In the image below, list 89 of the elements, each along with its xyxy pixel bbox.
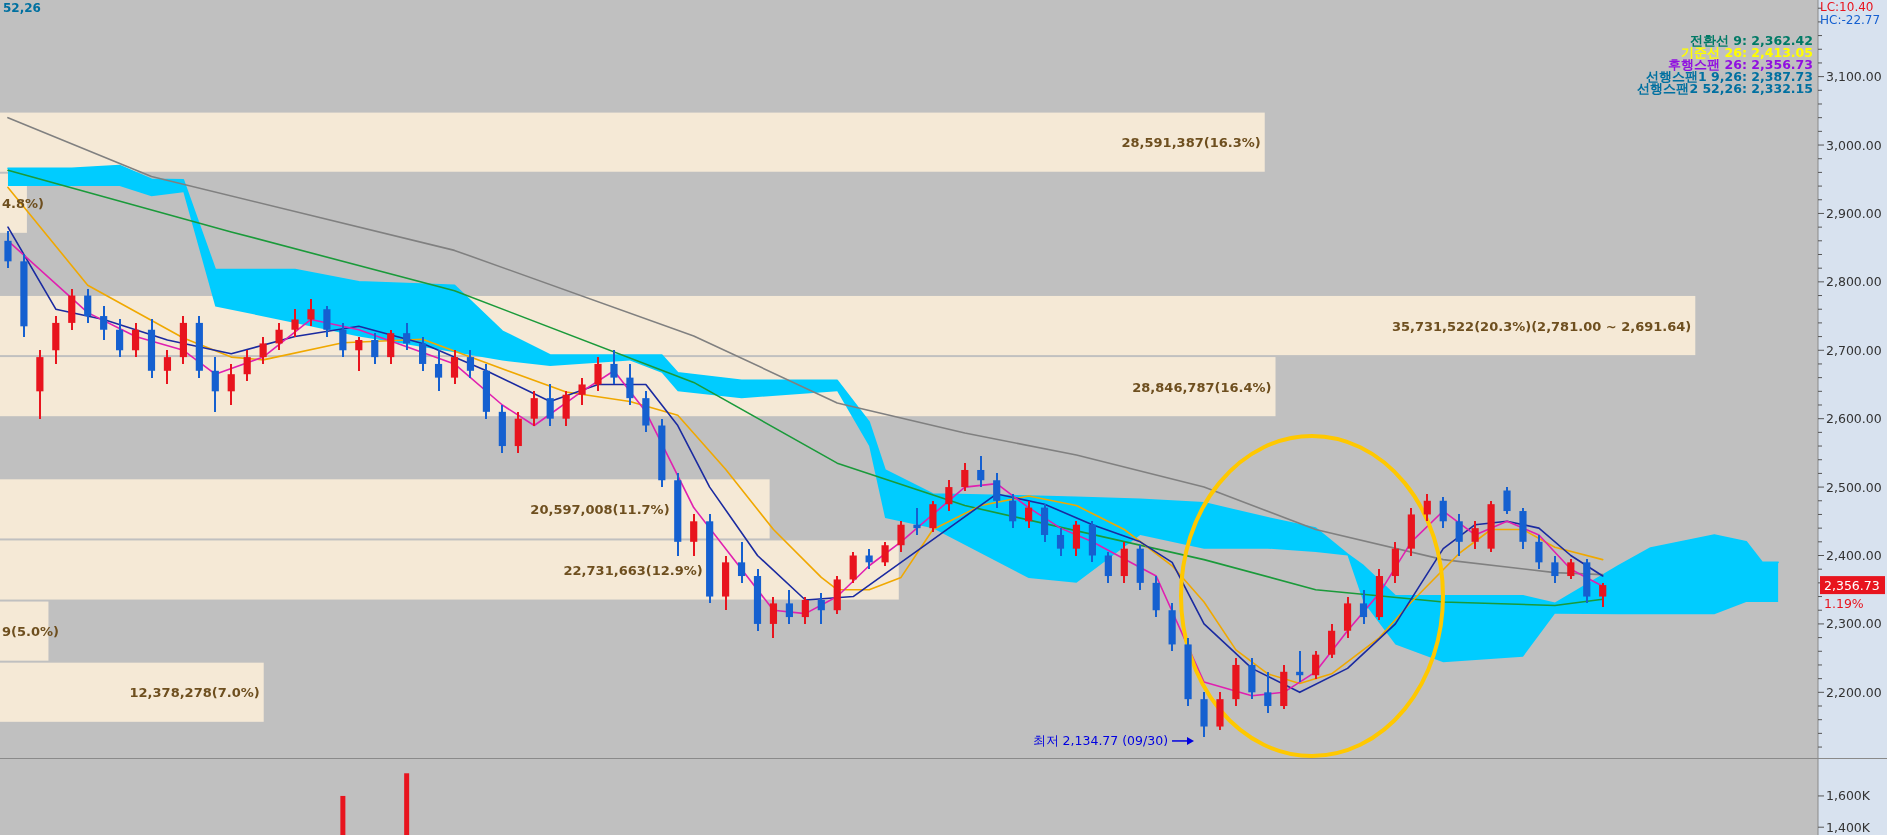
candlestick [131,321,140,359]
candlestick [1328,622,1336,660]
candlestick [1025,499,1033,530]
candlestick [961,462,969,492]
candlestick [1359,588,1368,625]
text: 2,356.73 [1824,578,1880,594]
candlestick [546,383,554,427]
candlestick [881,540,889,567]
text: LC:10.40 [1820,0,1874,14]
candlestick [466,349,475,379]
y-tick-label: 2,900.00 [1826,205,1882,221]
candlestick [929,499,937,533]
candlestick [1535,533,1543,571]
candlestick [530,390,538,427]
y-tick-label: 2,800.00 [1826,274,1882,290]
candlestick [1009,492,1017,530]
data-label: 28,591,387(16.3%) [1121,135,1261,151]
candlestick [610,349,618,386]
candlestick [371,332,379,365]
candlestick [291,308,299,338]
candlestick [339,321,347,359]
candlestick [690,513,698,557]
candlestick [1439,496,1447,530]
annotation: 전환선 9: 2,362.42 [1689,33,1813,48]
candlestick [594,356,602,393]
data-label: 9(5.0%) [2,624,59,640]
y-tick-label: 3,100.00 [1826,69,1882,85]
y-tick-label: 2,700.00 [1826,342,1882,358]
candlestick [307,297,315,328]
y-tick-label: 3,000.00 [1826,137,1882,153]
candlestick [434,349,443,393]
candlestick [993,472,1001,509]
data-label: 12,378,278(7.0%) [129,685,260,701]
candlestick [578,376,586,406]
candlestick [1471,520,1479,550]
candlestick [355,335,363,372]
text: 1.19% [1824,596,1864,612]
y-tick-label: 2,300.00 [1826,616,1882,632]
candlestick [211,356,219,413]
candlestick [403,321,411,352]
candlestick [817,592,825,625]
y-tick-label: 2,200.00 [1826,684,1882,700]
data-label: 20,597,008(11.7%) [530,501,670,517]
candlestick [450,349,459,386]
candlestick [897,520,905,554]
candlestick [626,362,634,406]
candlestick [100,304,108,342]
candlestick [945,479,953,513]
candlestick [227,362,235,406]
candlestick [1599,581,1607,608]
candlestick [1056,527,1065,557]
y-tick-label: 2,600.00 [1826,411,1882,427]
candlestick [1567,557,1575,581]
candlestick [1072,520,1081,557]
candlestick [1423,492,1431,523]
candlestick [1264,670,1272,714]
y-tick-label: 1,400K [1826,819,1871,835]
candlestick [737,540,746,584]
candlestick [1503,486,1511,516]
candlestick [387,328,395,365]
text: HC:-22.77 [1820,13,1881,27]
data-label: 35,731,522(20.3%)(2,781.00 ~ 2,691.64) [1391,318,1692,334]
annotation: 최저 2,134.77 (09/30) [1032,733,1169,749]
candlestick [419,335,427,372]
candlestick [913,506,921,536]
candlestick [243,349,251,383]
candlestick [1551,554,1559,584]
candlestick [769,595,778,639]
candlestick [977,455,985,489]
y-tick-label: 2,400.00 [1826,548,1882,563]
y-tick-label: 2,500.00 [1826,479,1882,495]
candlestick [562,390,570,427]
candlestick [801,595,809,625]
candlestick [84,287,92,324]
candlestick [163,349,172,386]
candlestick [1312,650,1320,680]
candlestick [785,588,793,625]
candlestick [116,318,124,359]
candlestick [259,335,267,365]
candlestick [4,229,12,270]
candlestick [275,321,283,352]
candlestick [1455,513,1463,557]
annotation: 52,26 [3,1,41,15]
data-label: 22,731,663(12.9%) [563,563,703,578]
candlestick [323,304,331,338]
candlestick [849,551,857,584]
candlestick [1104,551,1112,584]
data-label: 28,846,787(16.4%) [1132,379,1272,395]
y-tick-label: 1,600K [1826,788,1871,804]
